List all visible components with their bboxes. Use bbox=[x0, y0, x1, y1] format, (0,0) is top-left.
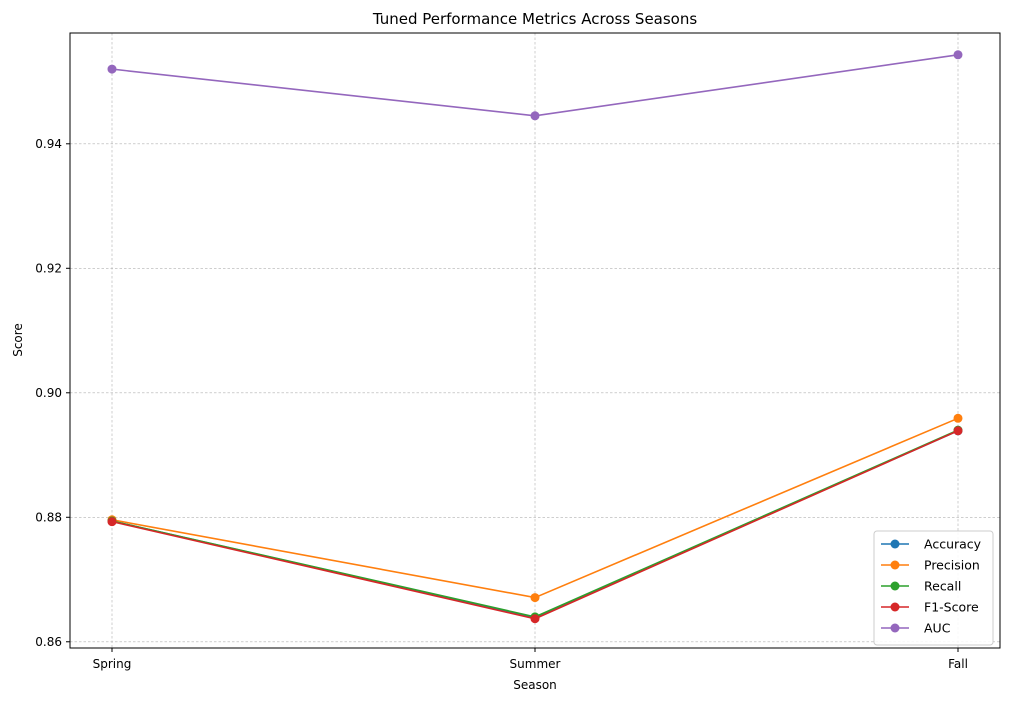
data-point bbox=[530, 614, 540, 624]
legend-marker bbox=[890, 623, 900, 633]
data-point bbox=[953, 50, 963, 60]
legend-label: F1-Score bbox=[924, 600, 979, 615]
x-axis-title: Season bbox=[513, 678, 557, 692]
x-tick-label: Spring bbox=[93, 657, 132, 671]
legend-label: Recall bbox=[924, 579, 961, 594]
series-f1-score bbox=[107, 426, 963, 624]
legend-item: Precision bbox=[881, 558, 980, 573]
legend-marker bbox=[890, 581, 900, 591]
x-tick-label: Summer bbox=[510, 657, 561, 671]
y-tick-label: 0.94 bbox=[35, 137, 62, 151]
y-tick-label: 0.92 bbox=[35, 261, 62, 275]
legend-item: Accuracy bbox=[881, 537, 982, 552]
legend-item: Recall bbox=[881, 579, 961, 594]
data-point bbox=[107, 64, 117, 74]
grid-lines bbox=[70, 33, 1000, 648]
legend-box bbox=[873, 530, 994, 646]
y-tick-label: 0.88 bbox=[35, 510, 62, 524]
legend-label: Accuracy bbox=[924, 537, 982, 552]
data-point bbox=[530, 593, 540, 603]
legend-label: AUC bbox=[924, 621, 951, 636]
data-point bbox=[953, 413, 963, 423]
legend-marker bbox=[890, 539, 900, 549]
x-tick-label: Fall bbox=[948, 657, 968, 671]
legend-item: AUC bbox=[881, 621, 951, 636]
data-point bbox=[953, 426, 963, 436]
legend-marker bbox=[890, 602, 900, 612]
legend-label: Precision bbox=[924, 558, 980, 573]
data-point bbox=[107, 517, 117, 527]
series-auc bbox=[107, 50, 963, 121]
data-point bbox=[530, 111, 540, 121]
series-layer bbox=[107, 50, 963, 624]
y-tick-label: 0.90 bbox=[35, 386, 62, 400]
y-tick-label: 0.86 bbox=[35, 635, 62, 649]
y-axis-title: Score bbox=[11, 323, 25, 357]
axis-ticks: Spring Summer Fall 0.86 0.88 0.90 0.92 0.94 bbox=[35, 137, 968, 671]
chart-title: Tuned Performance Metrics Across Seasons bbox=[372, 10, 698, 28]
legend-item: F1-Score bbox=[881, 600, 979, 615]
legend-marker bbox=[890, 560, 900, 570]
legend: Accuracy Precision Recall F1-Score AUC bbox=[873, 530, 994, 646]
